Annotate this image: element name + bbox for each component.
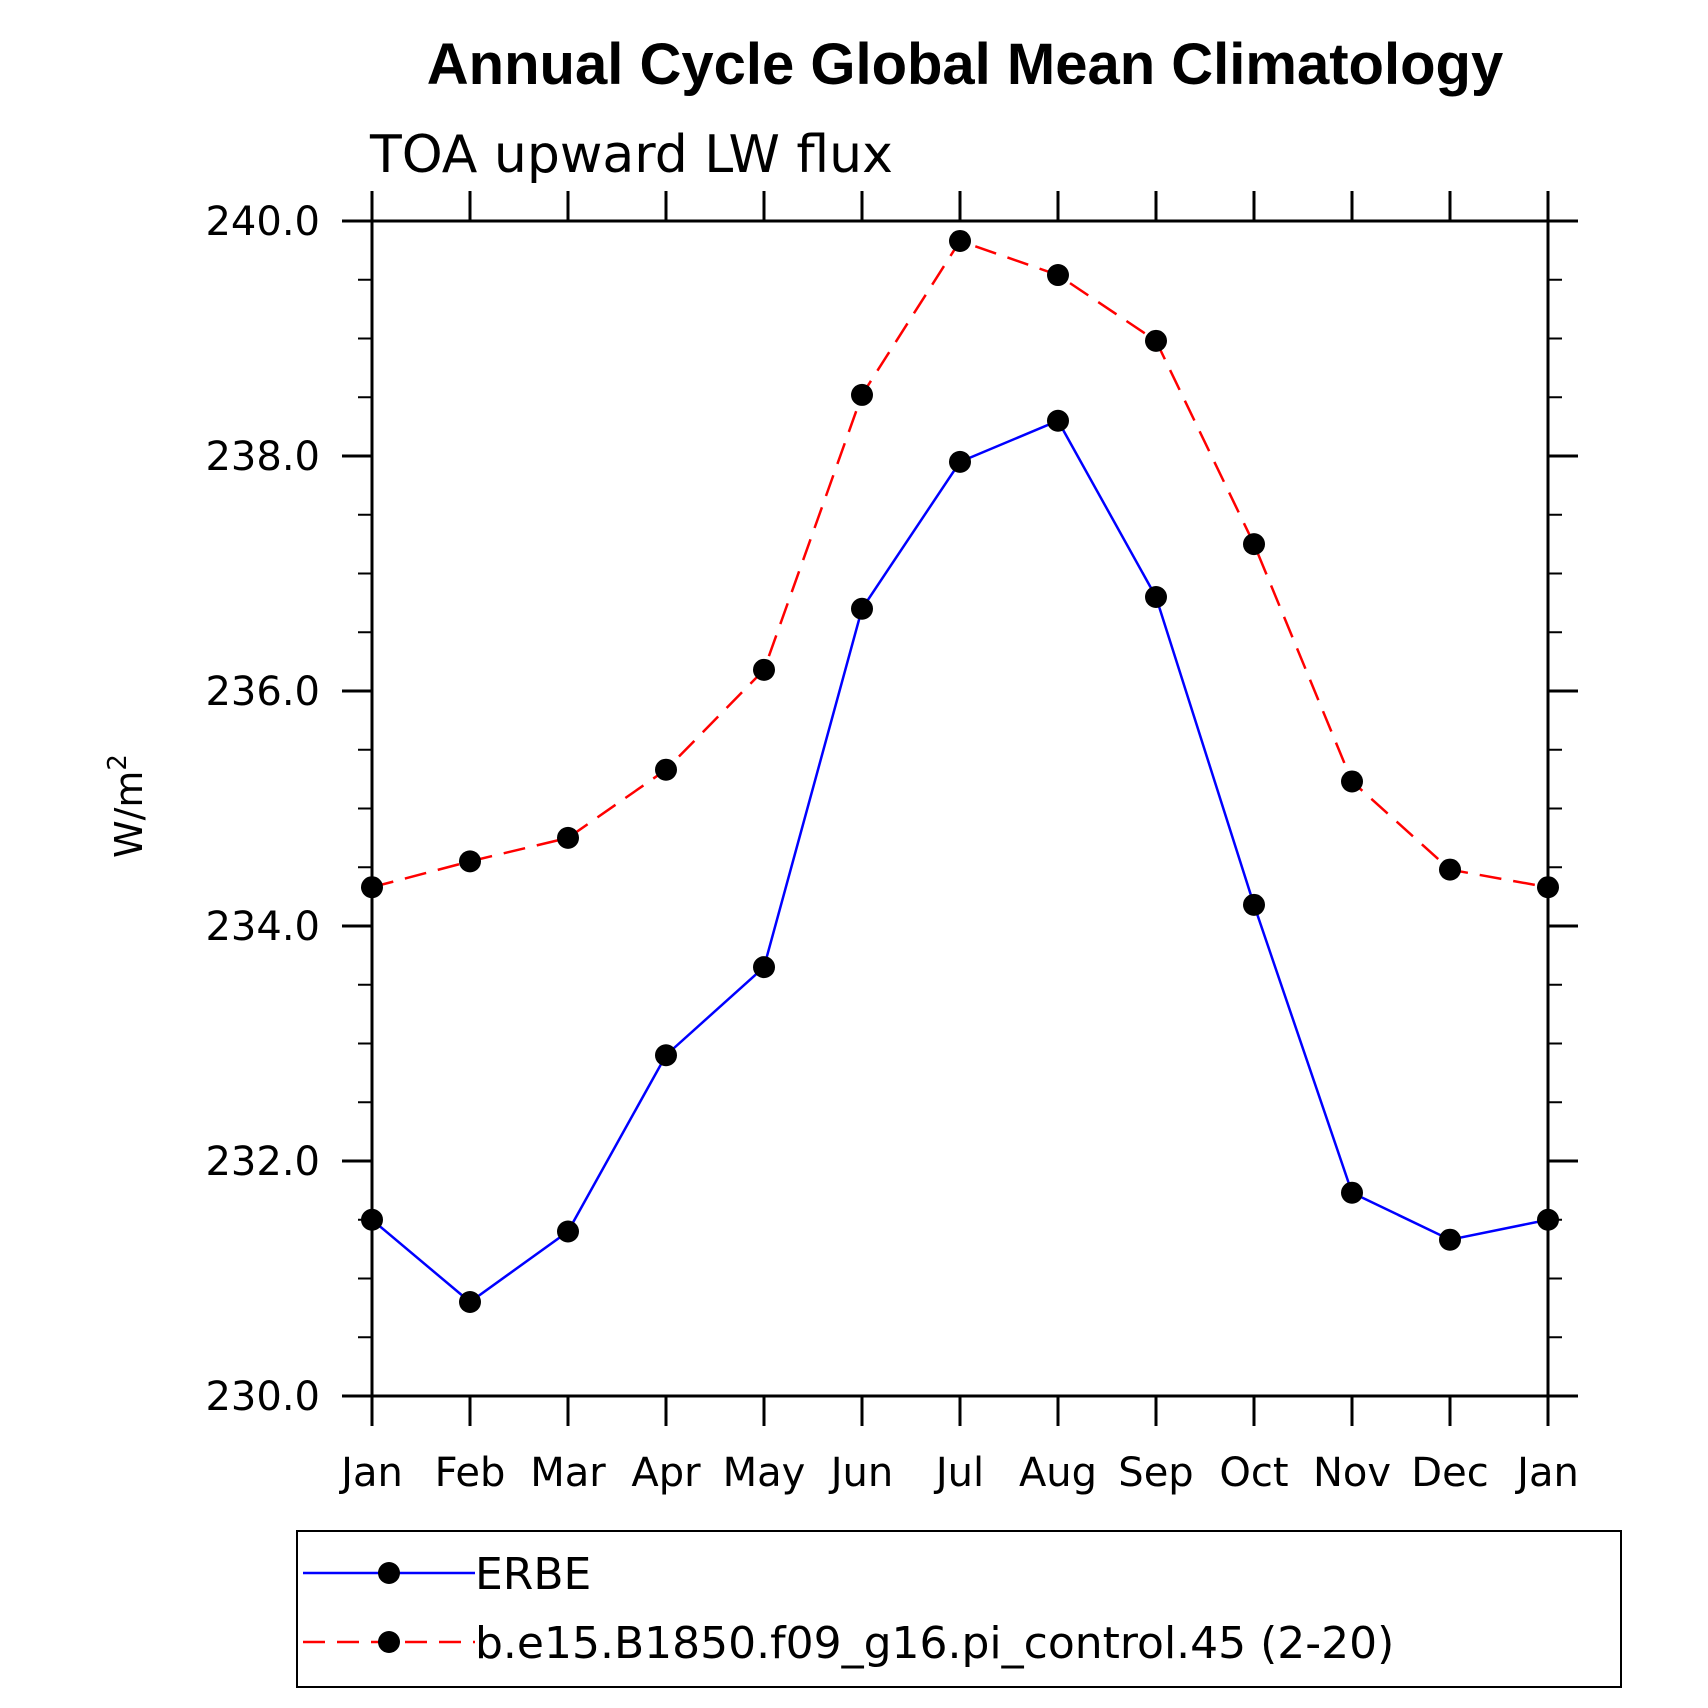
series-0-point — [949, 450, 971, 473]
series-0-point — [655, 1044, 677, 1067]
x-tick-label: Jan — [338, 1450, 403, 1496]
y-axis-label-text: W/m — [107, 771, 151, 858]
series-0-point — [1243, 893, 1265, 916]
series-0-point — [1439, 1228, 1461, 1251]
axis-ticks: 230.0 232.0 234.0 236.0 238.0 240.0 Jan Feb Mar A… — [205, 191, 1579, 1496]
x-tick-label: Jan — [1514, 1450, 1579, 1496]
series-1-point — [655, 758, 677, 781]
series-1-point — [361, 876, 383, 899]
series-1-point — [1439, 858, 1461, 881]
series-1-point — [753, 658, 775, 681]
series-line-1 — [371, 239, 1549, 889]
series-1-point — [1243, 533, 1265, 556]
chart-subtitle: TOA upward LW flux — [369, 125, 893, 185]
legend-marker-0 — [378, 1562, 400, 1584]
legend-box — [296, 1530, 1622, 1688]
series-0-point — [1047, 409, 1069, 432]
y-tick-label: 230.0 — [205, 1374, 320, 1420]
x-tick-label: Sep — [1118, 1450, 1193, 1496]
series-line-0 — [371, 419, 1549, 1304]
legend: ERBE b.e15.B1850.f09_g16.pi_control.45 (2… — [296, 1530, 1622, 1688]
x-tick-label: Apr — [631, 1450, 701, 1496]
series-0-point — [459, 1291, 481, 1313]
legend-label-1: b.e15.B1850.f09_g16.pi_control.45 (2-20) — [475, 1618, 1394, 1669]
series-0-point — [1145, 586, 1167, 608]
y-axis-label-superscript: 2 — [103, 754, 133, 771]
series-0-point — [557, 1220, 579, 1243]
x-tick-label: Oct — [1219, 1450, 1288, 1496]
series-1-point — [1047, 264, 1069, 287]
series-1-point — [851, 383, 873, 406]
legend-label-0: ERBE — [475, 1549, 591, 1600]
x-tick-label: Mar — [530, 1450, 606, 1496]
chart-title: Annual Cycle Global Mean Climatology — [427, 32, 1503, 97]
x-tick-label: Aug — [1019, 1450, 1097, 1496]
x-tick-label: Jul — [933, 1450, 984, 1496]
plot-frame — [370, 219, 1550, 1398]
series-0-point — [753, 956, 775, 979]
x-tick-label: Jun — [828, 1450, 894, 1496]
y-tick-label: 232.0 — [205, 1139, 320, 1185]
series-0-point — [1537, 1208, 1559, 1231]
y-tick-label: 236.0 — [205, 669, 320, 715]
series-0-point — [1341, 1181, 1363, 1204]
x-tick-label: Dec — [1411, 1450, 1488, 1496]
y-tick-label: 238.0 — [205, 434, 320, 480]
series-0-point — [361, 1208, 383, 1231]
legend-marker-1 — [378, 1631, 400, 1653]
x-tick-label: Nov — [1313, 1450, 1391, 1496]
series-layer — [361, 229, 1559, 1313]
series-1-point — [1145, 329, 1167, 352]
series-1-point — [557, 826, 579, 849]
series-1-point — [949, 229, 971, 252]
series-1-point — [1341, 770, 1363, 793]
series-1-point — [459, 850, 481, 873]
series-0-point — [851, 597, 873, 620]
series-1-point — [1537, 876, 1559, 899]
y-tick-label: 240.0 — [205, 199, 320, 245]
y-axis-label: W/m2 — [103, 754, 151, 858]
y-tick-label: 234.0 — [205, 904, 320, 950]
x-tick-label: Feb — [435, 1450, 506, 1496]
x-tick-label: May — [723, 1450, 806, 1496]
